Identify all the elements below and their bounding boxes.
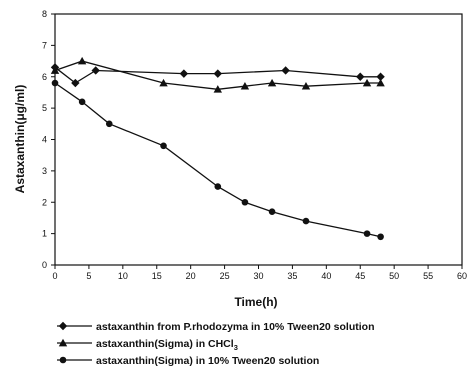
series-2 <box>50 56 385 93</box>
data-point <box>377 233 384 241</box>
legend-marker <box>58 321 68 331</box>
legend-label: astaxanthin(Sigma) in 10% Tween20 soluti… <box>96 355 319 367</box>
legend-label: astaxanthin from P.rhodozyma in 10% Twee… <box>96 321 375 333</box>
data-point <box>241 198 249 206</box>
data-point <box>51 79 59 87</box>
data-point <box>71 78 80 88</box>
data-point <box>214 183 222 190</box>
data-point <box>363 230 371 237</box>
data-point <box>267 78 277 87</box>
x-tick-label: 25 <box>220 271 230 281</box>
data-point <box>301 81 311 90</box>
legend-marker <box>58 338 68 347</box>
legend-item-2: astaxanthin(Sigma) in CHCl3 <box>57 338 238 352</box>
legend-marker <box>59 356 67 364</box>
y-axis-title: Astaxanthin(μg/ml) <box>13 85 27 194</box>
series-3 <box>51 79 384 241</box>
y-tick-label: 8 <box>42 9 47 19</box>
x-tick-label: 50 <box>389 271 399 281</box>
data-point <box>78 98 86 106</box>
data-point <box>302 217 310 225</box>
data-point <box>268 208 276 215</box>
data-point <box>213 69 222 78</box>
legend: astaxanthin from P.rhodozyma in 10% Twee… <box>57 321 375 367</box>
plot-frame <box>54 13 463 266</box>
legend-item-1: astaxanthin from P.rhodozyma in 10% Twee… <box>57 321 375 333</box>
x-tick-label: 35 <box>287 271 297 281</box>
data-point <box>105 120 113 128</box>
x-tick-label: 30 <box>253 271 263 281</box>
y-tick-label: 7 <box>42 40 47 50</box>
x-tick-label: 15 <box>152 271 162 281</box>
x-tick-label: 55 <box>423 271 433 281</box>
data-point <box>179 69 189 78</box>
data-point <box>240 81 250 90</box>
data-point <box>91 66 100 75</box>
x-tick-label: 20 <box>186 271 196 281</box>
series-layer <box>50 56 385 241</box>
data-point <box>281 66 290 75</box>
x-tick-label: 0 <box>52 271 57 281</box>
y-tick-label: 1 <box>42 229 47 239</box>
data-point <box>376 78 385 87</box>
series-line <box>54 82 381 238</box>
x-tick-label: 60 <box>457 271 467 281</box>
legend-label: astaxanthin(Sigma) in CHCl3 <box>96 338 238 352</box>
y-tick-label: 6 <box>42 72 47 82</box>
y-tick-label: 0 <box>42 260 47 270</box>
data-point <box>362 78 372 87</box>
y-tick-label: 3 <box>42 166 47 176</box>
y-tick-label: 2 <box>42 197 47 207</box>
plot-area <box>54 13 463 266</box>
data-point <box>376 72 385 81</box>
x-tick-label: 40 <box>321 271 331 281</box>
data-point <box>160 142 167 150</box>
legend-item-3: astaxanthin(Sigma) in 10% Tween20 soluti… <box>57 355 319 367</box>
data-point <box>77 56 87 65</box>
data-point <box>213 85 222 93</box>
x-axis-title: Time(h) <box>234 295 277 309</box>
y-tick-label: 4 <box>42 135 47 145</box>
data-point <box>159 78 168 87</box>
data-point <box>50 66 60 74</box>
x-tick-label: 5 <box>86 271 91 281</box>
data-point <box>356 72 365 81</box>
x-tick-label: 45 <box>355 271 365 281</box>
x-tick-label: 10 <box>118 271 128 281</box>
series-line <box>54 66 381 84</box>
y-tick-label: 5 <box>42 103 47 113</box>
